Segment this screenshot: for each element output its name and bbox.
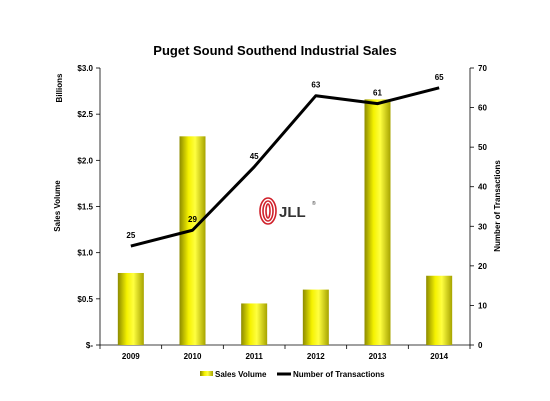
- jll-logo: JLL ®: [259, 197, 316, 225]
- left-tick-label: $-: [86, 341, 93, 350]
- right-tick-label: 10: [478, 301, 487, 310]
- bar-2009: [117, 272, 144, 345]
- data-label-2011: 45: [250, 152, 259, 161]
- data-label-2009: 25: [126, 231, 135, 240]
- x-tick-label: 2010: [184, 352, 202, 361]
- chart-title: Puget Sound Southend Industrial Sales: [153, 43, 396, 58]
- x-tick-label: 2012: [307, 352, 325, 361]
- data-label-2010: 29: [188, 215, 197, 224]
- right-tick-label: 20: [478, 262, 487, 271]
- left-tick-label: $1.0: [77, 249, 93, 258]
- right-tick-label: 30: [478, 222, 487, 231]
- left-axis-ticks: $- $0.5 $1.0 $1.5 $2.0 $2.5 $3.0: [77, 64, 100, 350]
- right-tick-label: 40: [478, 183, 487, 192]
- bar-2011: [241, 303, 268, 345]
- left-tick-label: $2.5: [77, 110, 93, 119]
- jll-logo-registered-mark: ®: [312, 200, 316, 207]
- legend-label-transactions: Number of Transactions: [293, 370, 385, 379]
- x-tick-label: 2009: [122, 352, 140, 361]
- jll-logo-text: JLL: [279, 204, 306, 221]
- left-tick-label: $2.0: [77, 156, 93, 165]
- bar-2010: [179, 136, 206, 345]
- right-tick-label: 50: [478, 143, 487, 152]
- bar-2013: [364, 99, 391, 345]
- transactions-data-labels: 25 29 45 63 61 65: [126, 73, 444, 240]
- legend-label-sales-volume: Sales Volume: [215, 370, 267, 379]
- x-tick-label: 2011: [245, 352, 263, 361]
- right-axis-title: Number of Transactions: [493, 160, 502, 252]
- x-axis-ticks: 2009 2010 2011 2012 2013 2014: [99, 345, 471, 361]
- left-tick-label: $0.5: [77, 295, 93, 304]
- bar-2014: [426, 275, 453, 345]
- x-tick-label: 2014: [430, 352, 448, 361]
- left-tick-label: $3.0: [77, 64, 93, 73]
- transactions-line: [130, 86, 440, 248]
- right-tick-label: 0: [478, 341, 483, 350]
- jll-logo-mark-icon: [259, 197, 277, 225]
- legend: Sales Volume Number of Transactions: [200, 370, 385, 379]
- left-unit-label: Billions: [55, 73, 64, 102]
- sales-volume-bars: [117, 99, 453, 345]
- right-tick-label: 60: [478, 104, 487, 113]
- bar-2012: [302, 289, 329, 345]
- data-label-2014: 65: [435, 73, 444, 82]
- x-tick-label: 2013: [369, 352, 387, 361]
- data-label-2013: 61: [373, 89, 382, 98]
- legend-swatch-sales-volume: [200, 371, 213, 376]
- right-tick-label: 70: [478, 64, 487, 73]
- data-label-2012: 63: [311, 81, 320, 90]
- left-tick-label: $1.5: [77, 203, 93, 212]
- right-axis-ticks: 0 10 20 30 40 50 60 70: [470, 64, 487, 350]
- left-axis-title: Sales Volume: [53, 180, 62, 232]
